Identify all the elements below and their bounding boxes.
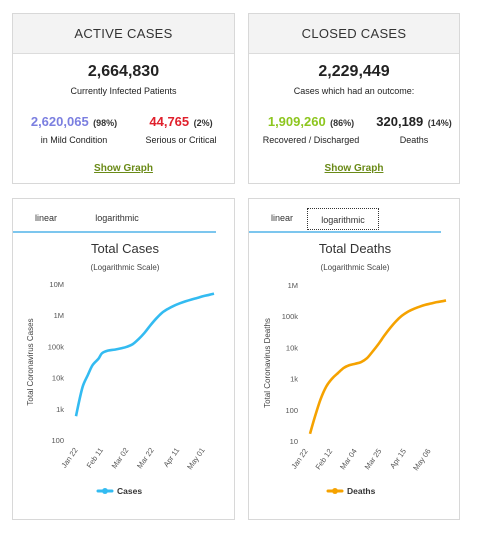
mild-condition-percent: (98%) [93, 118, 118, 128]
active-cases-panel: ACTIVE CASES 2,664,830 Currently Infecte… [12, 13, 235, 184]
cases-y-tick-label: 10k [52, 374, 64, 383]
recovered-stat: 1,909,260 (86%) Recovered / Discharged [253, 113, 369, 145]
deaths-legend-label[interactable]: Deaths [347, 486, 376, 496]
active-cases-total-label: Currently Infected Patients [70, 86, 177, 96]
cases-tab-logarithmic[interactable]: logarithmic [95, 213, 139, 223]
active-cases-title: ACTIVE CASES [13, 14, 234, 54]
cases-chart-subtitle: (Logarithmic Scale) [91, 263, 160, 272]
recovered-value: 1,909,260 [267, 114, 326, 129]
cases-x-tick-label: Apr 11 [162, 446, 182, 469]
deaths-x-tick-label: Mar 25 [363, 447, 384, 471]
deaths-stat: 320,189 (14%) Deaths [369, 113, 459, 145]
total-deaths-chart-panel: linear logarithmic Total Deaths (Logarith… [248, 198, 460, 520]
total-cases-chart: Total Cases (Logarithmic Scale) Total Coro… [26, 241, 215, 496]
total-cases-chart-panel: linear logarithmic Total Cases (Logarithm… [12, 198, 235, 520]
closed-cases-panel: CLOSED CASES 2,229,449 Cases which had a… [248, 13, 460, 184]
closed-cases-total-label: Cases which had an outcome: [293, 86, 415, 96]
cases-y-tick-label: 1k [56, 405, 64, 414]
deaths-x-tick-label: Apr 15 [388, 447, 408, 470]
cases-tab-linear[interactable]: linear [34, 213, 57, 223]
serious-critical-value: 44,765 [149, 114, 190, 129]
cases-tabs-underline [13, 231, 216, 233]
deaths-y-axis-label: Total Coronavirus Deaths [263, 318, 272, 408]
serious-critical-stat: 44,765 (2%) Serious or Critical [131, 113, 231, 145]
cases-x-tick-label: Mar 22 [135, 446, 156, 470]
cases-chart-title: Total Cases [91, 241, 159, 256]
mild-condition-label: in Mild Condition [40, 135, 108, 145]
cases-legend-marker[interactable] [102, 488, 108, 494]
deaths-x-tick-label: May 06 [411, 447, 432, 472]
deaths-y-tick-label: 1k [290, 375, 298, 384]
deaths-value: 320,189 [376, 114, 424, 129]
deaths-y-tick-label: 10k [286, 343, 298, 352]
deaths-chart-title: Total Deaths [319, 241, 392, 256]
total-deaths-chart: Total Deaths (Logarithmic Scale) Total Cor… [263, 241, 447, 496]
cases-series-line [74, 292, 215, 417]
cases-y-tick-label: 100k [48, 342, 65, 351]
deaths-x-tick-label: Feb 12 [313, 447, 334, 471]
cases-y-tick-label: 10M [49, 280, 64, 289]
deaths-legend-marker[interactable] [332, 488, 338, 494]
closed-show-graph-link[interactable]: Show Graph [324, 163, 384, 174]
deaths-percent: (14%) [427, 118, 452, 128]
recovered-label: Recovered / Discharged [262, 135, 360, 145]
deaths-y-tick-label: 100k [282, 312, 299, 321]
deaths-scale-tabs: linear logarithmic [249, 207, 459, 231]
mild-condition-stat: 2,620,065 (98%) in Mild Condition [19, 113, 129, 145]
cases-x-tick-label: Feb 11 [85, 446, 105, 470]
active-show-graph-link[interactable]: Show Graph [94, 163, 153, 174]
deaths-tab-linear[interactable]: linear [270, 213, 293, 223]
cases-legend-label[interactable]: Cases [117, 486, 142, 496]
deaths-x-tick-label: Mar 04 [338, 447, 359, 471]
deaths-y-tick-label: 10 [290, 437, 298, 446]
closed-cases-total: 2,229,449 [318, 63, 390, 80]
deaths-y-tick-label: 1M [288, 281, 298, 290]
cases-y-tick-label: 1M [54, 311, 64, 320]
deaths-tab-logarithmic[interactable]: logarithmic [307, 208, 379, 230]
deaths-tabs-underline [249, 231, 441, 233]
deaths-chart-subtitle: (Logarithmic Scale) [321, 263, 390, 272]
cases-x-tick-label: Mar 02 [110, 446, 131, 470]
cases-y-tick-label: 100 [51, 436, 64, 445]
mild-condition-value: 2,620,065 [30, 114, 89, 129]
closed-cases-title: CLOSED CASES [249, 14, 459, 54]
deaths-series-line [308, 299, 447, 435]
active-cases-total: 2,664,830 [87, 63, 160, 80]
cases-x-tick-label: May 01 [185, 446, 206, 471]
cases-y-axis-label: Total Coronavirus Cases [26, 318, 35, 405]
deaths-y-tick-label: 100 [285, 406, 298, 415]
deaths-label: Deaths [399, 135, 429, 145]
deaths-x-tick-label: Jan 22 [289, 447, 309, 471]
cases-x-tick-label: Jan 22 [59, 446, 79, 470]
cases-scale-tabs: linear logarithmic [13, 207, 234, 231]
recovered-percent: (86%) [330, 118, 355, 128]
serious-critical-percent: (2%) [193, 118, 213, 128]
serious-critical-label: Serious or Critical [145, 135, 217, 145]
